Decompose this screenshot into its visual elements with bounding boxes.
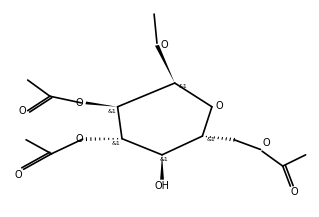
Text: O: O	[75, 98, 83, 108]
Text: O: O	[215, 101, 223, 111]
Polygon shape	[160, 155, 164, 180]
Text: &1: &1	[179, 84, 187, 89]
Text: O: O	[262, 138, 270, 148]
Text: &1: &1	[206, 137, 215, 142]
Text: &1: &1	[112, 141, 121, 146]
Text: &1: &1	[107, 109, 116, 114]
Text: O: O	[291, 187, 299, 197]
Text: O: O	[19, 106, 26, 116]
Text: O: O	[161, 40, 168, 50]
Text: O: O	[75, 134, 83, 144]
Text: &1: &1	[159, 158, 168, 163]
Text: O: O	[14, 170, 22, 180]
Polygon shape	[85, 102, 118, 107]
Text: OH: OH	[154, 181, 169, 191]
Polygon shape	[155, 45, 175, 83]
